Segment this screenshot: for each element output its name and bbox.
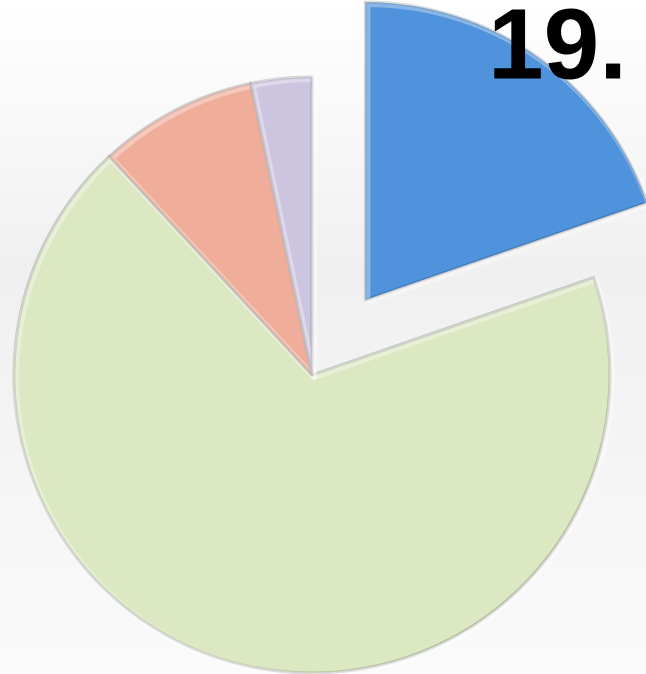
- slice-shade: [108, 82, 317, 380]
- pie-slice: [363, 0, 646, 302]
- slice-shade: [249, 76, 317, 380]
- data-label: 19.: [488, 0, 627, 100]
- pie-slice: [12, 154, 612, 674]
- pie-slice: [107, 81, 314, 377]
- slice-shade: [364, 1, 646, 306]
- pie-slice: [249, 75, 314, 377]
- slice-shade: [13, 155, 615, 674]
